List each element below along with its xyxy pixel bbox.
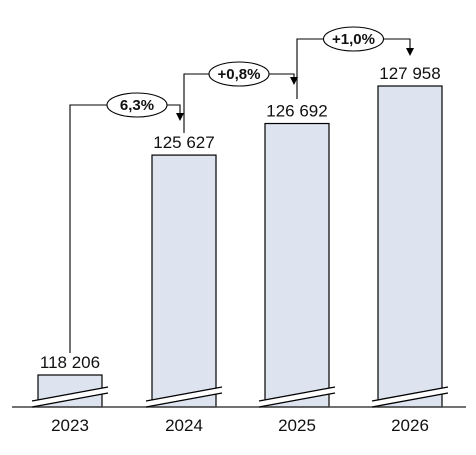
axis-break-gap-2024 — [146, 387, 222, 407]
axis-break-line-upper-2026 — [371, 386, 449, 402]
axis-break-line-upper-2023 — [31, 386, 109, 402]
value-label-2024: 125 627 — [153, 133, 214, 152]
axis-break-line-lower-2023 — [31, 392, 109, 408]
change-pill-2023-2024 — [106, 92, 168, 118]
bars-layer — [37, 85, 443, 408]
change-annotations-layer: 6,3% +0,8% +1,0% — [69, 26, 414, 353]
axis-break-line-upper-2025 — [258, 386, 336, 402]
labels-layer: 118 206 2023 125 627 2024 126 692 2025 127 958… — [40, 64, 441, 435]
value-label-2025: 126 692 — [266, 102, 327, 121]
change-label-2025-2026: +1,0% — [332, 31, 375, 48]
axis-break-line-lower-2024 — [145, 392, 223, 408]
axis-break-gap-2026 — [372, 387, 448, 407]
bar-2024 — [151, 154, 217, 408]
axis-break-gap-2025 — [259, 387, 335, 407]
x-tick-label-2025: 2025 — [278, 416, 316, 435]
value-label-2023: 118 206 — [40, 353, 100, 372]
axis-break-line-lower-2026 — [371, 392, 449, 408]
bar-2025 — [264, 122, 330, 408]
axis-break-gap-2023 — [32, 387, 108, 407]
x-tick-label-2024: 2024 — [165, 416, 203, 435]
change-pill-2024-2025 — [208, 61, 270, 87]
axis-break-line-lower-2025 — [258, 392, 336, 408]
change-label-2023-2024: 6,3% — [120, 97, 154, 114]
axis-breaks-layer — [31, 386, 449, 408]
value-label-2026: 127 958 — [379, 64, 440, 83]
change-label-2024-2025: +0,8% — [218, 66, 261, 83]
axis-break-line-upper-2024 — [145, 386, 223, 402]
change-pill-2025-2026 — [322, 26, 385, 52]
bar-2026 — [377, 85, 443, 408]
x-tick-label-2026: 2026 — [391, 416, 429, 435]
x-tick-label-2023: 2023 — [51, 416, 89, 435]
